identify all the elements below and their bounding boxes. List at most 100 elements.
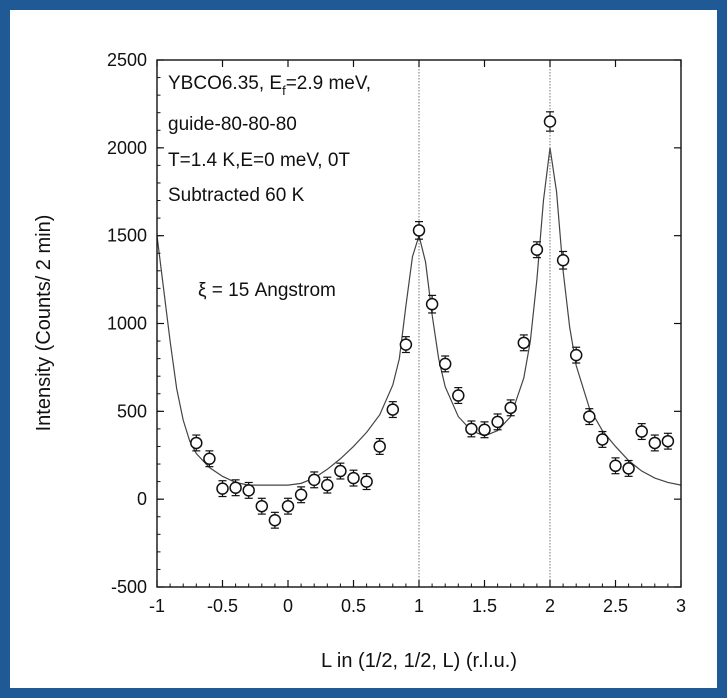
data-point — [635, 423, 648, 441]
data-marker — [412, 224, 426, 237]
x-tick-label: 2 — [545, 596, 555, 616]
y-tick-label: 2500 — [107, 50, 147, 70]
x-axis-label: L in (1/2, 1/2, L) (r.l.u.) — [321, 650, 517, 672]
vertical-lines-layer — [418, 60, 551, 587]
data-point — [452, 387, 465, 405]
data-points-layer — [190, 111, 675, 529]
data-marker — [307, 473, 321, 487]
data-marker — [438, 357, 452, 371]
y-tick-label: 1500 — [107, 226, 147, 246]
data-point — [229, 479, 242, 497]
data-marker — [229, 481, 242, 494]
data-marker — [334, 464, 347, 478]
data-marker — [242, 484, 255, 497]
y-tick-label: 2000 — [107, 138, 147, 158]
data-marker — [622, 462, 635, 475]
data-marker — [399, 338, 413, 351]
data-point — [373, 437, 386, 455]
data-point — [347, 469, 360, 487]
data-point — [609, 457, 622, 475]
data-marker — [465, 422, 478, 436]
data-point — [465, 420, 478, 438]
data-point — [321, 476, 334, 494]
data-point — [399, 336, 413, 354]
data-marker — [347, 471, 360, 485]
data-marker — [504, 401, 517, 415]
x-tick-label: 1 — [414, 596, 424, 616]
data-marker — [373, 440, 386, 453]
data-marker — [661, 434, 675, 448]
x-tick-label: 1.5 — [472, 596, 497, 616]
data-point — [242, 481, 255, 499]
y-tick-label: 500 — [117, 401, 147, 421]
data-marker — [294, 488, 308, 502]
data-point — [190, 434, 203, 452]
x-tick-label: 0.5 — [341, 596, 366, 616]
annotation-line-1: YBCO6.35, Ef=2.9 meV, — [168, 73, 371, 98]
data-marker — [425, 297, 439, 311]
data-point — [491, 413, 504, 431]
y-tick-label: 1000 — [107, 314, 147, 334]
data-marker — [596, 433, 609, 446]
ticks-layer: -1 -0.5 0 0.5 1 1.5 2 2.5 3 -500 0 500 1000 1500 2000 2… — [107, 50, 686, 616]
x-tick-label: 3 — [676, 596, 686, 616]
annotation-line-2: guide-80-80-80 — [168, 114, 297, 135]
data-point — [281, 497, 295, 515]
x-tick-label: -0.5 — [207, 596, 238, 616]
x-tick-label: 0 — [283, 596, 293, 616]
data-point — [268, 511, 282, 529]
data-point — [478, 421, 491, 439]
data-point — [412, 221, 426, 240]
data-marker — [648, 436, 662, 450]
data-point — [334, 462, 347, 480]
data-marker — [635, 425, 648, 438]
data-point — [386, 401, 400, 419]
data-marker — [478, 423, 491, 437]
data-marker — [255, 499, 269, 513]
fit-curve-layer — [156, 147, 682, 486]
data-marker — [530, 243, 544, 256]
data-point — [648, 434, 662, 452]
data-point — [307, 471, 321, 489]
x-tick-label: -1 — [149, 596, 165, 616]
data-marker — [321, 478, 334, 492]
y-tick-label: -500 — [111, 577, 147, 597]
data-point — [360, 473, 373, 491]
data-point — [622, 459, 635, 477]
data-marker — [543, 115, 557, 128]
data-point — [530, 241, 544, 259]
data-point — [216, 480, 229, 498]
y-tick-label: 0 — [137, 489, 147, 509]
data-point — [504, 399, 517, 417]
data-point — [294, 486, 308, 504]
data-marker — [609, 459, 622, 473]
data-marker — [268, 513, 282, 527]
data-marker — [190, 436, 203, 450]
data-point — [438, 355, 452, 373]
data-marker — [583, 410, 596, 423]
data-marker — [517, 336, 531, 350]
data-point — [569, 346, 583, 364]
data-point — [255, 497, 269, 515]
data-point — [517, 334, 531, 352]
y-axis-label: Intensity (Counts/ 2 min) — [33, 215, 55, 432]
data-point — [596, 430, 609, 448]
data-marker — [216, 482, 229, 495]
data-point — [543, 111, 557, 132]
fit-curve — [156, 147, 682, 486]
data-point — [425, 294, 439, 314]
x-tick-label: 2.5 — [603, 596, 628, 616]
data-marker — [360, 475, 373, 488]
correlation-length-annotation: ξ = 15 Angstrom — [198, 280, 336, 301]
data-point — [583, 408, 596, 426]
data-point — [556, 250, 570, 270]
data-marker — [491, 415, 504, 429]
data-marker — [556, 254, 570, 267]
data-marker — [203, 452, 216, 466]
data-marker — [386, 403, 400, 416]
annotation-line-4: Subtracted 60 K — [168, 185, 305, 206]
data-marker — [569, 348, 583, 362]
data-marker — [281, 499, 295, 513]
